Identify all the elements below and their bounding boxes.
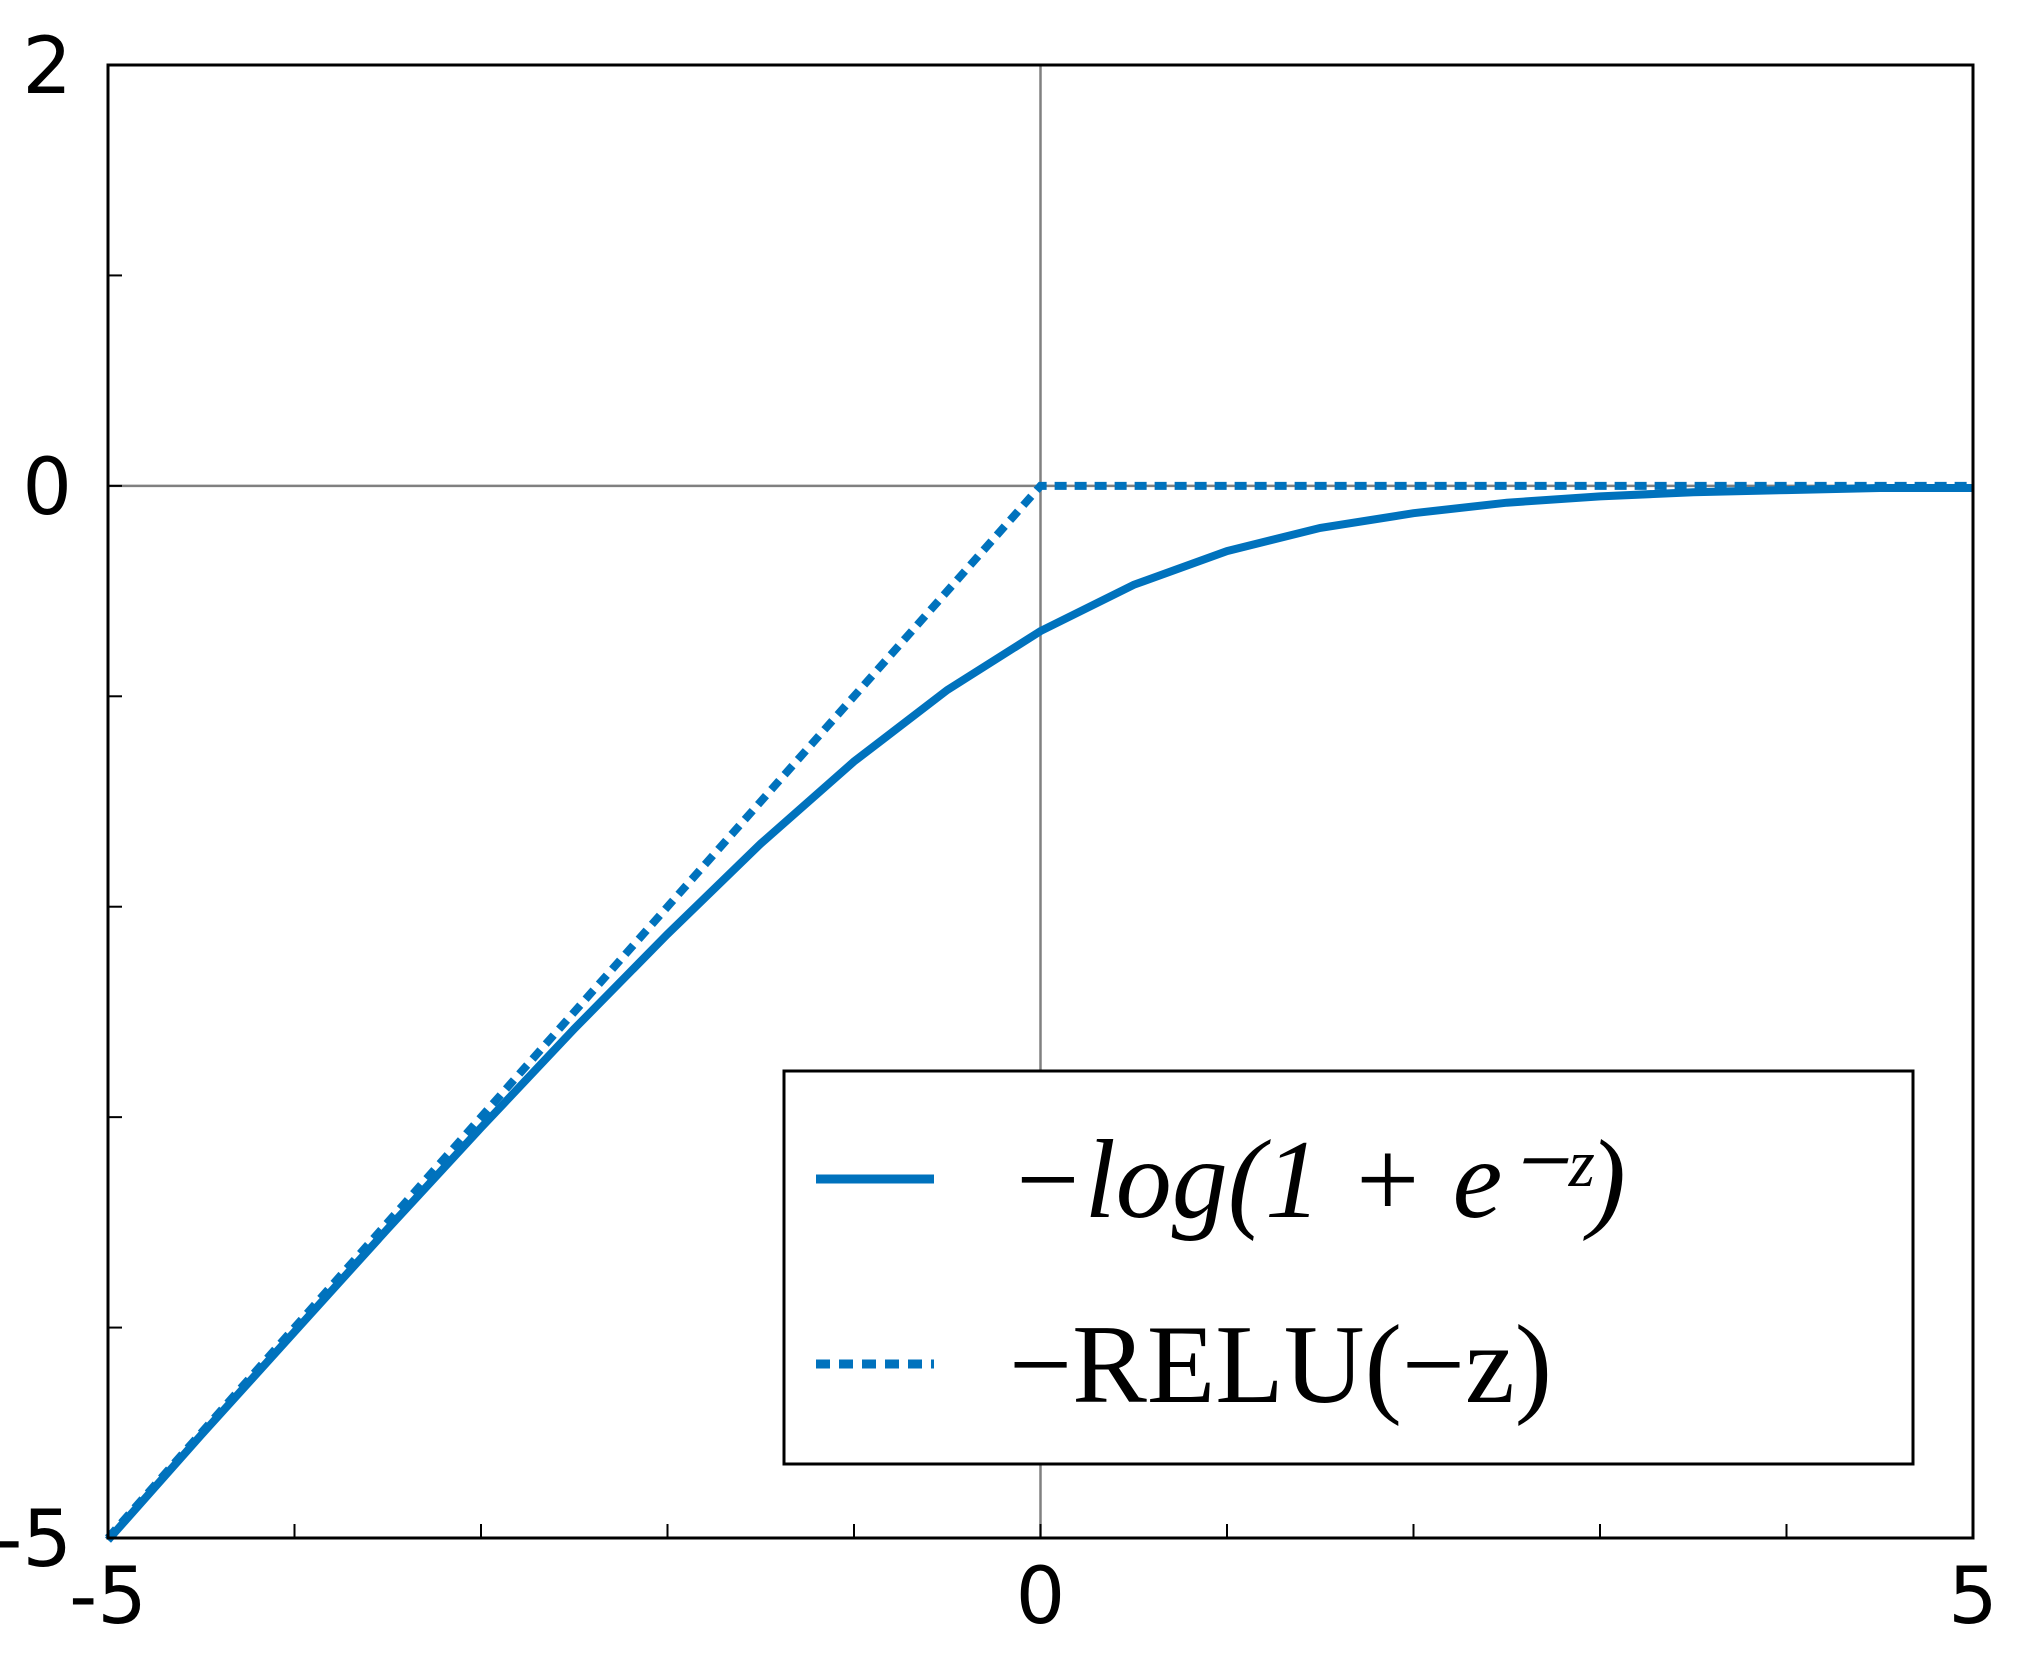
series-line	[105, 484, 1973, 1543]
x-tick-label: 0	[1016, 1552, 1066, 1642]
x-tick-label: 5	[1948, 1552, 1998, 1642]
series-line	[105, 481, 1973, 1541]
legend-box	[782, 1069, 1915, 1466]
y-tick-label: -5	[0, 1495, 72, 1585]
legend-label: −log(1 + e⁻ᶻ)	[1009, 1118, 1626, 1242]
y-tick-label: 0	[22, 443, 72, 533]
y-tick-label: 2	[22, 22, 72, 112]
legend-label: −RELU(−z)	[1009, 1303, 1552, 1427]
plot-frame	[106, 63, 1975, 1540]
x-tick-label: -5	[69, 1552, 147, 1642]
